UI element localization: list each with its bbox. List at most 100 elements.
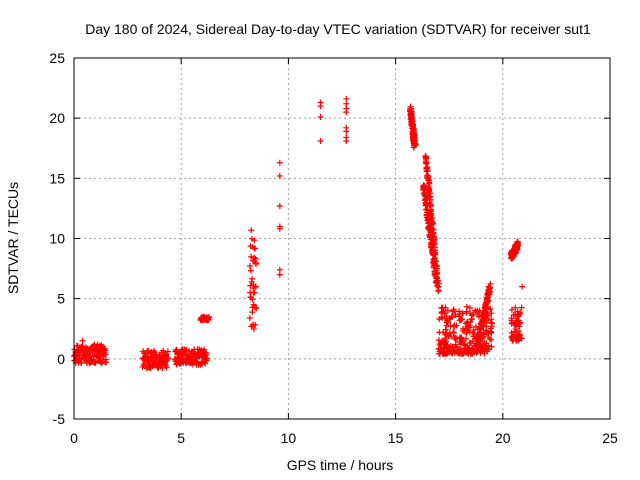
data-point [452, 344, 459, 351]
data-point [422, 195, 429, 202]
data-point [511, 328, 518, 335]
data-point [487, 280, 494, 287]
data-point [442, 335, 449, 342]
data-point [516, 331, 523, 338]
data-point [246, 314, 253, 321]
data-point [443, 342, 450, 349]
data-point [512, 334, 519, 341]
data-point [456, 338, 463, 345]
data-point [249, 275, 256, 282]
data-point [203, 355, 210, 362]
x-tick-label: 20 [495, 430, 511, 446]
y-tick-label: 15 [49, 170, 65, 186]
data-point [452, 312, 459, 319]
data-point [464, 320, 471, 327]
data-point [459, 316, 466, 323]
data-point [79, 337, 86, 344]
data-point [487, 306, 494, 313]
data-point [83, 358, 90, 365]
grid-lines [74, 58, 610, 419]
x-tick-label: 5 [177, 430, 185, 446]
data-point [512, 304, 519, 311]
data-point [475, 347, 482, 354]
data-point [474, 326, 481, 333]
data-point [476, 312, 483, 319]
data-point [435, 288, 442, 295]
data-point [431, 261, 438, 268]
data-point [433, 275, 440, 282]
x-tick-label: 15 [388, 430, 404, 446]
data-point [488, 319, 495, 326]
data-point [343, 138, 350, 145]
data-point [163, 351, 170, 358]
data-point [509, 337, 516, 344]
data-point [469, 344, 476, 351]
data-point [477, 338, 484, 345]
data-point [466, 304, 473, 311]
data-point [343, 109, 350, 116]
data-point [469, 329, 476, 336]
data-point [92, 359, 99, 366]
plot-frame [73, 57, 611, 420]
data-point [276, 203, 283, 210]
data-point [435, 346, 442, 353]
data-point [462, 329, 469, 336]
x-tick-label: 0 [70, 430, 78, 446]
data-point [165, 355, 172, 362]
data-point [484, 348, 491, 355]
data-point [253, 305, 260, 312]
x-tick-label: 25 [602, 430, 618, 446]
data-point [251, 304, 258, 311]
data-point [421, 192, 428, 199]
y-tick-label: 0 [57, 351, 65, 367]
x-tick-label: 10 [281, 430, 297, 446]
data-point [438, 309, 445, 316]
data-point [441, 310, 448, 317]
data-point [252, 283, 259, 290]
data-point [443, 319, 450, 326]
data-point [518, 304, 525, 311]
data-point [251, 254, 258, 261]
chart-title: Day 180 of 2024, Sidereal Day-to-day VTE… [85, 21, 591, 37]
data-point [412, 141, 419, 148]
data-point [514, 238, 521, 245]
data-point [423, 206, 430, 213]
data-point [251, 237, 258, 244]
data-point [423, 159, 430, 166]
data-point [248, 253, 255, 260]
data-point [516, 336, 523, 343]
data-point [448, 333, 455, 340]
data-point [426, 225, 433, 232]
data-point [429, 240, 436, 247]
data-point [483, 344, 490, 351]
y-axis-label: SDTVAR / TECUs [5, 182, 21, 294]
data-point [483, 319, 490, 326]
data-point [508, 320, 515, 327]
data-point [249, 296, 256, 303]
data-point [456, 308, 463, 315]
data-point [479, 322, 486, 329]
data-point [343, 128, 350, 135]
data-point [440, 349, 447, 356]
data-point [253, 259, 260, 266]
data-point [515, 337, 522, 344]
data-point [463, 309, 470, 316]
data-point [458, 350, 465, 357]
data-point [276, 225, 283, 232]
data-point [486, 289, 493, 296]
data-point [483, 310, 490, 317]
data-point [248, 227, 255, 234]
y-tick-label: 25 [49, 50, 65, 66]
data-point [468, 312, 475, 319]
data-marks [71, 95, 526, 372]
data-point [513, 319, 520, 326]
data-point [252, 255, 259, 262]
data-point [472, 307, 479, 314]
data-point [440, 338, 447, 345]
data-point [457, 335, 464, 342]
data-point [458, 334, 465, 341]
data-point [102, 351, 109, 358]
data-point [436, 329, 443, 336]
